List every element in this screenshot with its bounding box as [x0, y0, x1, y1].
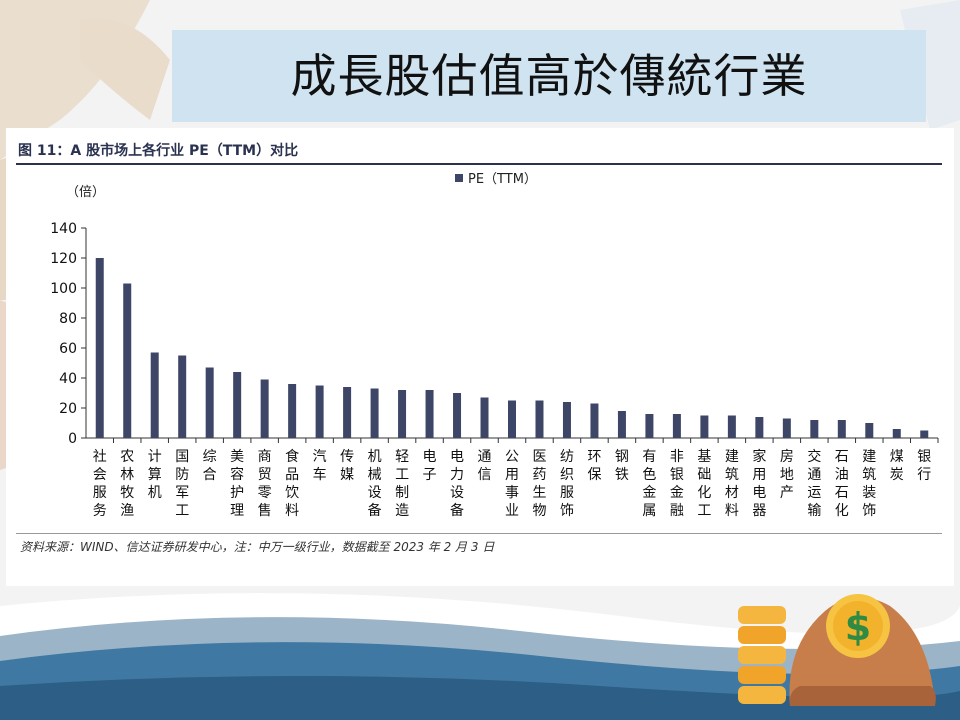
y-tick-label: 40 [59, 371, 77, 387]
x-tick-label: 交通运输 [807, 448, 821, 519]
x-tick-label: 食品饮料 [285, 448, 299, 519]
y-tick-label: 0 [68, 431, 77, 447]
x-tick-label: 有色金属 [642, 449, 656, 519]
x-tick-label: 基础化工 [697, 448, 711, 519]
bar [700, 415, 709, 438]
bar [590, 403, 599, 438]
x-tick-label: 传媒 [340, 449, 354, 483]
y-tick-label: 120 [50, 251, 77, 267]
x-tick-label: 农林牧渔 [120, 449, 134, 519]
bar [370, 388, 379, 438]
bar [480, 397, 489, 438]
y-tick-label: 80 [59, 311, 77, 327]
bar [233, 372, 242, 438]
y-tick-label: 20 [59, 401, 77, 417]
coin-stack-icon [738, 606, 786, 704]
x-tick-label: 汽车 [313, 449, 327, 483]
bottom-wave-decoration [0, 593, 960, 720]
x-tick-label: 机械设备 [368, 449, 382, 519]
bar [205, 367, 214, 438]
x-tick-label: 社会服务 [93, 449, 107, 519]
x-tick-label: 医药生物 [532, 449, 546, 519]
legend-swatch [455, 174, 463, 182]
x-tick-label: 综合 [203, 449, 217, 483]
bar [837, 420, 846, 438]
x-tick-label: 家用电器 [752, 448, 766, 519]
caption-divider [16, 163, 942, 165]
y-tick-label: 60 [59, 341, 77, 357]
x-tick-label: 商贸零售 [258, 449, 272, 519]
bar [782, 418, 791, 438]
bar [398, 390, 407, 438]
x-tick-label: 银行 [917, 449, 931, 483]
x-tick-label: 石油石化 [835, 449, 849, 519]
y-tick-label: 100 [50, 281, 77, 297]
bar [562, 402, 571, 438]
y-unit-label: （倍） [66, 185, 105, 200]
bar [865, 423, 874, 438]
x-tick-label: 计算机 [148, 449, 162, 501]
slide-title: 成長股估值高於傳統行業 [290, 49, 808, 103]
bar [95, 258, 104, 438]
bar [920, 430, 929, 438]
bar [892, 429, 901, 438]
bar [508, 400, 516, 438]
bar [315, 385, 324, 438]
chart-panel: 图 11：A 股市场上各行业 PE（TTM）对比 （倍） PE（TTM） 0 20 40… [6, 128, 954, 586]
source-note: 资料来源：WIND、信达证券研发中心，注：中万一级行业，数据截至 2023 年 … [20, 540, 495, 554]
bar [150, 352, 159, 438]
bar [617, 411, 626, 438]
bar [535, 400, 544, 438]
legend-label: PE（TTM） [468, 172, 537, 187]
bar [123, 283, 132, 438]
pe-bar-chart: （倍） PE（TTM） 0 20 40 60 80 100 120 140 社会服务农林牧渔计算机国… [50, 172, 939, 519]
x-tick-label: 非银金融 [670, 449, 684, 519]
x-tick-label: 建筑装饰 [862, 449, 876, 519]
y-tick-label: 140 [50, 221, 77, 237]
bar [260, 379, 269, 438]
bar [178, 355, 187, 438]
bar [425, 390, 434, 438]
x-tick-label: 建筑材料 [725, 449, 739, 519]
x-tick-label: 轻工制造 [395, 449, 409, 519]
dollar-sign-icon: $ [845, 605, 871, 649]
bar [343, 387, 352, 438]
money-bag-icon: $ [738, 594, 936, 706]
source-divider [16, 533, 942, 534]
x-tick-label: 纺织服饰 [560, 449, 574, 519]
x-tick-label: 环保 [587, 449, 601, 483]
bar [727, 415, 736, 438]
bar [453, 393, 462, 438]
figure-caption: 图 11：A 股市场上各行业 PE（TTM）对比 [18, 143, 299, 159]
x-tick-label: 电力设备 [450, 449, 464, 519]
x-tick-label: 钢铁 [615, 449, 629, 483]
bar [672, 414, 681, 438]
bar [288, 384, 297, 438]
x-tick-label: 美容护理 [230, 449, 244, 519]
bar [810, 420, 819, 438]
x-tick-label: 房地产 [780, 449, 794, 501]
x-tick-label: 通信 [478, 449, 492, 483]
bar [755, 417, 764, 438]
x-tick-label: 煤炭 [890, 449, 904, 483]
x-tick-label: 电子 [423, 449, 437, 483]
title-band: 成長股估值高於傳統行業 [172, 30, 926, 122]
x-tick-label: 公用事业 [505, 449, 519, 519]
bar [645, 414, 654, 438]
x-tick-label: 国防军工 [175, 449, 189, 519]
